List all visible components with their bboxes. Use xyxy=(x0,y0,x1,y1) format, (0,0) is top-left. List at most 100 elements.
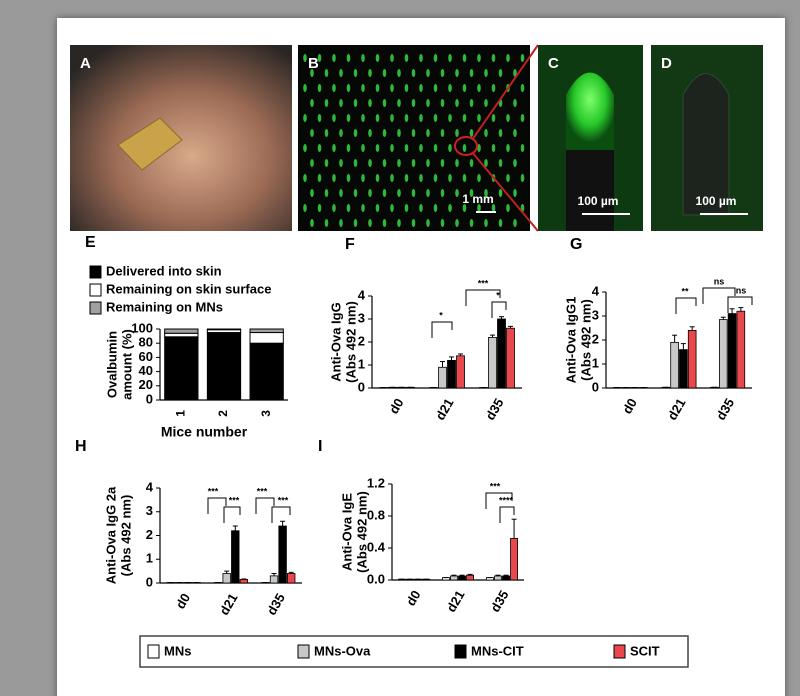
error-bar xyxy=(503,574,509,576)
dot xyxy=(484,189,488,197)
error-bar xyxy=(729,308,735,314)
bar xyxy=(287,573,296,584)
dot xyxy=(520,174,525,182)
significance-label: *** xyxy=(490,481,501,491)
dot xyxy=(390,144,394,152)
significance-label: * xyxy=(496,290,500,300)
dot xyxy=(346,204,351,212)
dot xyxy=(411,159,416,167)
dot xyxy=(433,174,438,182)
dot xyxy=(390,114,394,122)
bar xyxy=(736,310,746,389)
dot xyxy=(361,174,365,182)
bar xyxy=(727,313,737,389)
bar xyxy=(450,575,458,581)
dot xyxy=(375,114,380,122)
y-tick-label: 3 xyxy=(592,307,599,322)
dot xyxy=(411,219,416,227)
x-tick-label: d0 xyxy=(403,588,424,609)
legend-label: Remaining on skin surface xyxy=(106,281,271,296)
dot xyxy=(477,204,481,212)
fluorescent-dots xyxy=(303,54,525,227)
dot xyxy=(361,54,365,62)
dot xyxy=(462,114,467,122)
dot xyxy=(324,129,329,137)
error-bar xyxy=(672,334,678,343)
bar xyxy=(502,575,510,581)
bar xyxy=(269,575,279,584)
dot xyxy=(324,99,329,107)
significance-label: ** xyxy=(681,286,689,296)
dot xyxy=(462,84,467,92)
dot xyxy=(346,174,351,182)
dot xyxy=(433,114,438,122)
error-bar xyxy=(458,353,463,356)
legend-swatch xyxy=(297,644,310,659)
dot xyxy=(440,189,445,197)
significance-label: **** xyxy=(499,495,514,505)
dot xyxy=(332,114,336,122)
dot xyxy=(339,219,343,227)
dot xyxy=(397,189,401,197)
dot xyxy=(375,84,380,92)
dot xyxy=(469,189,474,197)
significance-bracket xyxy=(702,287,736,304)
y-tick-label: 60 xyxy=(139,349,153,364)
panel-label: A xyxy=(80,55,91,72)
error-bar xyxy=(689,326,695,331)
error-bar xyxy=(511,518,517,539)
dot xyxy=(469,159,474,167)
dot xyxy=(491,114,496,122)
dot xyxy=(491,144,496,152)
dot xyxy=(433,54,438,62)
dot xyxy=(332,174,336,182)
bar xyxy=(494,575,502,581)
dot xyxy=(382,129,387,137)
dot xyxy=(368,219,372,227)
dot xyxy=(440,99,445,107)
dot xyxy=(353,69,358,77)
bar xyxy=(222,573,231,584)
significance-bracket xyxy=(223,506,241,523)
dot xyxy=(332,84,336,92)
dot xyxy=(520,54,525,62)
dot xyxy=(404,54,409,62)
bar xyxy=(438,366,447,389)
significance-label: * xyxy=(439,310,443,320)
x-tick-label: d0 xyxy=(619,396,640,417)
needle-dissolved xyxy=(682,73,730,216)
dot xyxy=(455,219,459,227)
y-tick-label: 4 xyxy=(592,283,600,298)
significance-bracket xyxy=(207,497,227,514)
dot xyxy=(513,69,517,77)
bar-segment xyxy=(249,332,284,344)
dot xyxy=(317,204,322,212)
significance-label: ns xyxy=(736,285,747,295)
bar-segment xyxy=(206,332,242,401)
y-tick-label: 4 xyxy=(146,479,154,494)
dot xyxy=(382,219,387,227)
dot xyxy=(397,159,401,167)
bar xyxy=(510,538,518,581)
bar-segment xyxy=(164,332,199,338)
y-axis-label: Anti-Ova IgG xyxy=(328,302,343,381)
dot xyxy=(404,144,409,152)
y-tick-label: 0.8 xyxy=(367,507,385,522)
significance-bracket xyxy=(675,297,697,314)
dot xyxy=(339,129,343,137)
panel-label: G xyxy=(570,236,582,253)
dot xyxy=(455,129,459,137)
legend-label: SCIT xyxy=(630,643,660,658)
dot xyxy=(520,114,525,122)
dot xyxy=(520,144,525,152)
significance-label: *** xyxy=(208,486,219,496)
dot xyxy=(520,84,525,92)
dot xyxy=(455,69,459,77)
dot xyxy=(353,99,358,107)
dot xyxy=(303,174,307,182)
significance-label: ns xyxy=(714,276,725,286)
significance-bracket xyxy=(485,492,513,509)
dot xyxy=(375,54,380,62)
dot xyxy=(426,219,430,227)
dot xyxy=(448,174,452,182)
